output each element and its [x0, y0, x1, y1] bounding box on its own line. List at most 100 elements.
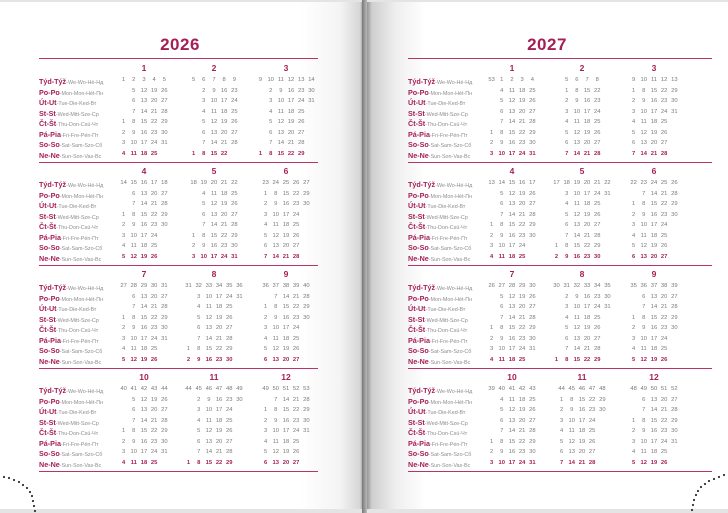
weekday-label-row: Po-Po-Mon-Mon-Hét-Пн — [408, 395, 472, 406]
weekday-translations: -Thu-Don-Csü-Чт — [56, 328, 99, 334]
day-number: 19 — [650, 129, 658, 136]
day-number: 17 — [583, 190, 591, 197]
day-number: 2 — [489, 335, 494, 342]
weekday-row: 1 8 15 22 29 — [629, 416, 680, 427]
day-number: 26 — [529, 407, 536, 413]
day-number — [551, 323, 561, 334]
day-number: 18 — [583, 119, 591, 125]
day-number: 31 — [671, 438, 678, 445]
day-number: 2 — [269, 87, 273, 94]
day-number: 21 — [150, 304, 158, 310]
day-number: 6 — [263, 356, 268, 363]
day-number: 29 — [161, 314, 168, 321]
day-number: 31 — [231, 253, 238, 260]
day-number: 11 — [573, 119, 580, 125]
day-number: 7 — [565, 232, 569, 239]
day-number: 17 — [650, 335, 658, 342]
day-number: 6 — [263, 459, 268, 466]
week-number: 52 — [671, 386, 678, 392]
weekday-code: St-St — [39, 211, 56, 221]
day-number: 28 — [303, 293, 310, 300]
day-number: 29 — [161, 211, 168, 218]
weekday-translations: -Sat-Sam-Szo-Сб — [428, 349, 472, 355]
day-number: 16 — [140, 222, 148, 228]
weekday-translations: -Sat-Sam-Szo-Сб — [59, 349, 103, 355]
day-number — [602, 323, 612, 334]
week-number: 50 — [650, 386, 658, 392]
day-number — [487, 117, 497, 128]
day-number — [301, 447, 311, 458]
weekday-row: 5 12 19 26 — [487, 292, 538, 303]
week-number: 8 — [222, 77, 226, 83]
day-number: 20 — [660, 293, 668, 300]
day-number: 9 — [207, 396, 211, 403]
day-number: 4 — [565, 119, 569, 125]
day-number: 8 — [570, 396, 574, 403]
day-number — [301, 355, 311, 366]
weekday-code: Týd-Týž — [39, 283, 67, 292]
day-number: 12 — [210, 201, 218, 207]
day-number: 17 — [140, 232, 148, 239]
day-number: 29 — [161, 119, 168, 125]
day-number: 6 — [197, 438, 201, 445]
day-number: 30 — [594, 253, 601, 260]
weekday-code: Čt-Št — [408, 222, 426, 231]
day-number: 23 — [150, 325, 158, 331]
day-number: 15 — [650, 87, 658, 94]
day-number — [527, 241, 537, 252]
week-numbers-row: 48 49 50 51 52 — [629, 384, 680, 395]
weekday-row: 4 11 18 25 — [487, 86, 538, 97]
week-number: 49 — [236, 386, 243, 392]
day-number: 2 — [559, 407, 564, 413]
weekday-translations: -Tue-Die-Ked-Вт — [425, 307, 466, 313]
day-number — [234, 334, 244, 345]
day-number: 20 — [650, 253, 658, 260]
day-number: 3 — [559, 417, 564, 424]
weekday-code: St-St — [408, 211, 425, 221]
sunday-row: 1 8 15 22 29 — [255, 149, 316, 160]
week-number: 47 — [215, 386, 223, 392]
day-number: 28 — [588, 459, 596, 466]
day-number: 15 — [650, 417, 658, 424]
weekday-row: 4 11 18 25 — [119, 241, 170, 252]
day-number — [255, 86, 265, 97]
day-number: 20 — [282, 459, 290, 466]
day-number — [669, 334, 679, 345]
day-number: 10 — [498, 459, 505, 466]
week-number: 1 — [500, 77, 504, 83]
day-number: 13 — [272, 243, 279, 249]
day-number: 27 — [588, 449, 596, 455]
day-number — [306, 128, 316, 139]
weekday-code: So-So — [408, 346, 429, 355]
weekday-code: Týd-Týž — [39, 386, 67, 395]
day-number: 14 — [508, 428, 516, 434]
weekday-row: 5 12 19 26 — [629, 241, 680, 252]
day-number: 19 — [215, 428, 223, 434]
week-number: 37 — [650, 283, 658, 289]
day-number: 27 — [231, 211, 238, 218]
day-number: 31 — [161, 449, 168, 455]
weekday-label-row: Út-Ut-Tue-Die-Ked-Вт — [408, 405, 465, 416]
weekday-row: 2 9 16 23 30 — [119, 128, 170, 139]
day-number: 16 — [282, 314, 290, 321]
weekday-label-row: Ne-Ne-Sun-Son-Vas-Вс — [39, 149, 101, 160]
day-number: 2 — [489, 232, 494, 239]
weekday-label-row: So-So-Sat-Sam-Szo-Сб — [408, 241, 471, 252]
weekday-code: Pá-Pia — [39, 438, 61, 448]
week-number: 34 — [594, 283, 601, 289]
day-number — [669, 231, 679, 242]
sunday-row: 6 13 20 27 — [261, 458, 312, 469]
day-number — [189, 86, 199, 97]
weekday-label-row: Ne-Ne-Sun-Son-Vas-Вс — [408, 458, 470, 469]
month-number: 2 — [211, 63, 217, 73]
day-number: 28 — [594, 150, 601, 157]
day-number: 17 — [508, 346, 516, 352]
day-number: 24 — [518, 459, 526, 466]
day-number: 18 — [650, 232, 658, 239]
day-number: 25 — [150, 150, 158, 157]
week-number: 8 — [595, 77, 599, 83]
weekday-translations: -We-Wo-Hé-Нд — [66, 80, 104, 86]
day-number: 2 — [121, 222, 126, 228]
weekday-translations: -Fri-Fre-Pén-Пт — [60, 441, 99, 448]
day-number: 23 — [518, 140, 526, 146]
